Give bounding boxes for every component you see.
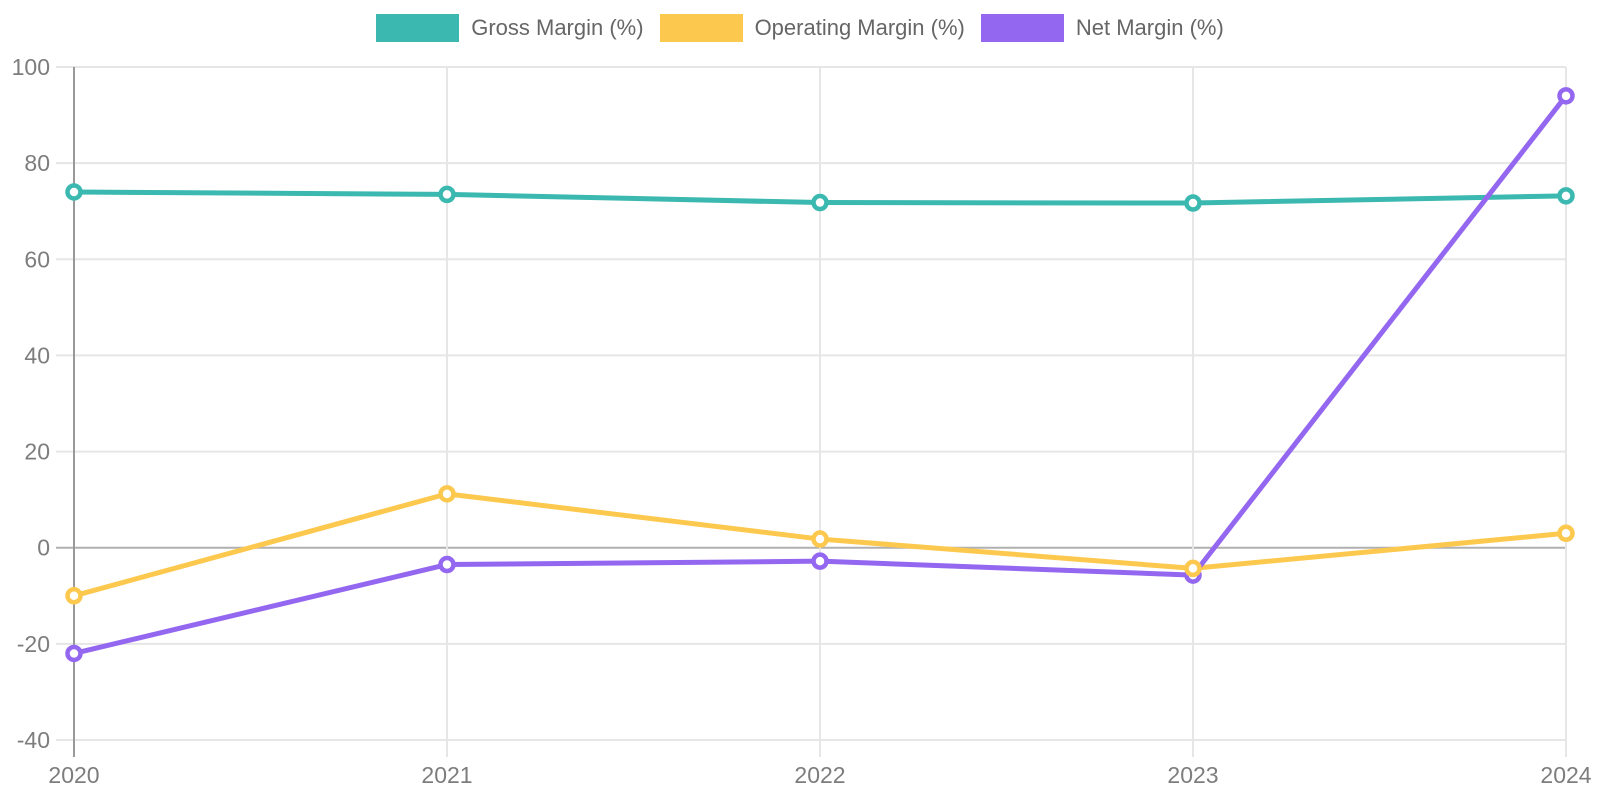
point-gross-margin-2022[interactable] bbox=[811, 193, 829, 212]
point-operating-margin-2023[interactable] bbox=[1184, 559, 1202, 578]
legend-swatch-gross-margin bbox=[376, 14, 460, 42]
point-operating-margin-2022[interactable] bbox=[811, 530, 829, 548]
point-operating-margin-2024[interactable] bbox=[1557, 524, 1575, 543]
point-net-margin-2022[interactable] bbox=[811, 552, 829, 570]
x-axis-tick-label-2020: 2020 bbox=[48, 762, 99, 788]
point-net-margin-2021[interactable] bbox=[438, 555, 456, 574]
x-axis-tick-label-2022: 2022 bbox=[794, 762, 845, 788]
y-axis-tick-label-100: 100 bbox=[12, 54, 50, 80]
point-operating-margin-2021[interactable] bbox=[438, 485, 456, 503]
point-gross-margin-2020[interactable] bbox=[65, 183, 83, 201]
legend-swatch-operating-margin bbox=[659, 14, 743, 42]
legend-label-net-margin: Net Margin (%) bbox=[1075, 15, 1224, 40]
point-net-margin-2024[interactable] bbox=[1557, 87, 1575, 105]
point-gross-margin-2021[interactable] bbox=[438, 185, 456, 204]
y-axis-tick-label-20: 20 bbox=[24, 439, 50, 465]
point-operating-margin-2020[interactable] bbox=[65, 587, 83, 605]
y-axis-tick-label-80: 80 bbox=[24, 150, 50, 176]
y-axis-tick-label-0: 0 bbox=[37, 535, 50, 561]
legend-item-gross-margin[interactable]: Gross Margin (%) bbox=[376, 14, 644, 42]
x-axis-tick-label-2023: 2023 bbox=[1167, 762, 1218, 788]
x-axis-tick-label-2024: 2024 bbox=[1540, 762, 1591, 788]
y-axis-tick-label-40: 40 bbox=[24, 342, 50, 368]
x-axis-tick-label-2021: 2021 bbox=[421, 762, 472, 788]
chart-legend: Gross Margin (%) Operating Margin (%) Ne… bbox=[0, 14, 1600, 42]
y-axis-tick-label--20: -20 bbox=[17, 631, 50, 657]
point-gross-margin-2023[interactable] bbox=[1184, 194, 1202, 212]
y-axis-tick-label-60: 60 bbox=[24, 246, 50, 272]
point-gross-margin-2024[interactable] bbox=[1557, 187, 1575, 205]
legend-item-operating-margin[interactable]: Operating Margin (%) bbox=[659, 14, 965, 42]
legend-label-gross-margin: Gross Margin (%) bbox=[471, 15, 644, 40]
point-net-margin-2020[interactable] bbox=[65, 644, 83, 663]
legend-item-net-margin[interactable]: Net Margin (%) bbox=[980, 14, 1224, 42]
legend-label-operating-margin: Operating Margin (%) bbox=[754, 15, 965, 40]
legend-swatch-net-margin bbox=[980, 14, 1064, 42]
y-axis-tick-label--40: -40 bbox=[17, 727, 50, 753]
